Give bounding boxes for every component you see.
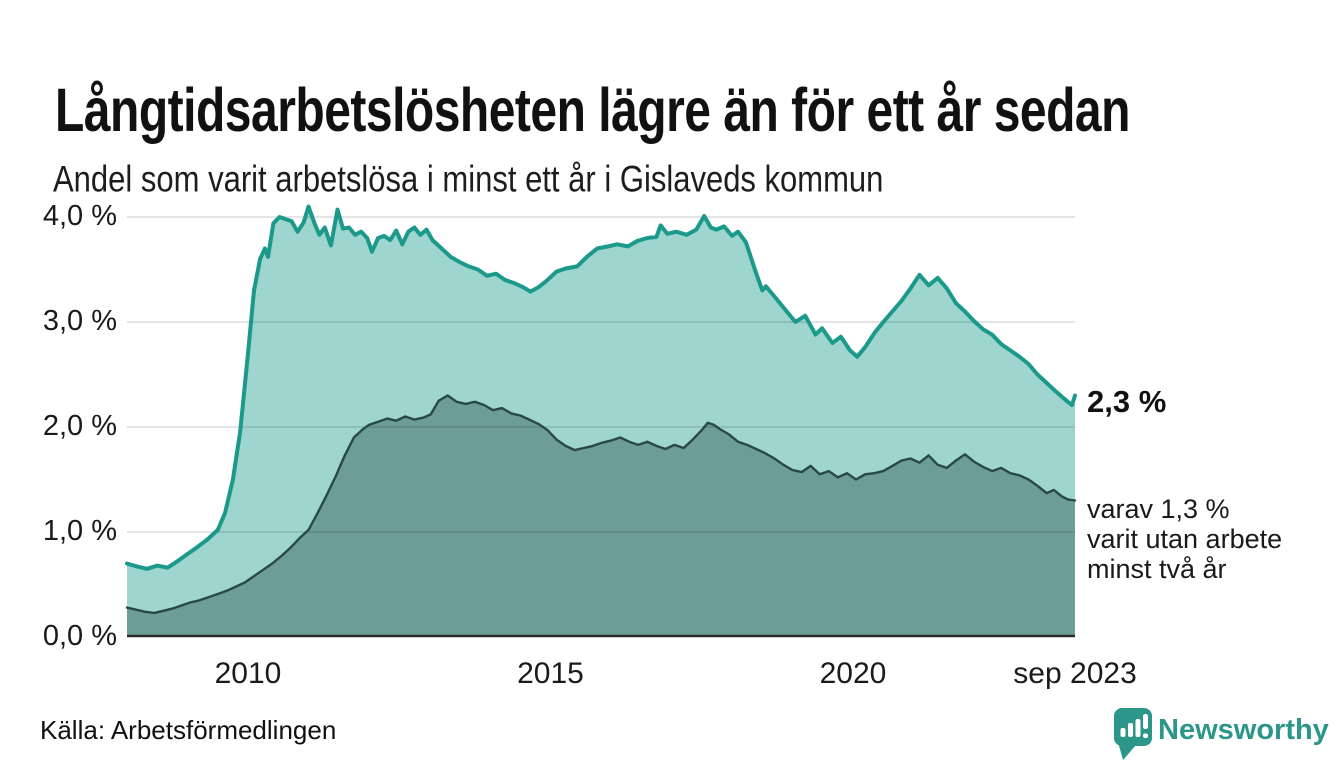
x-tick-label: 2010 [214, 657, 282, 690]
y-tick-label: 1,0 % [42, 514, 117, 547]
x-tick-label: 2020 [819, 657, 887, 690]
two-year-label-line3: minst två år [1087, 554, 1227, 584]
two-year-label-line1: varav 1,3 % [1087, 494, 1230, 524]
y-tick-label: 3,0 % [42, 304, 117, 337]
y-tick-label: 2,0 % [42, 409, 117, 442]
newsworthy-logo: Newsworthy [1112, 706, 1340, 770]
x-tick-label: sep 2023 [1013, 657, 1137, 690]
series-end-label-total: 2,3 % [1087, 384, 1167, 419]
y-tick-label: 4,0 % [42, 199, 117, 232]
newsworthy-wordmark: Newsworthy [1158, 714, 1329, 746]
chart-subtitle: Andel som varit arbetslösa i minst ett å… [53, 158, 884, 200]
series-end-label-two-year: varav 1,3 % varit utan arbete minst två … [1087, 494, 1282, 584]
source-note: Källa: Arbetsförmedlingen [40, 715, 337, 745]
newsworthy-bubble-chart-icon [1114, 708, 1152, 760]
x-tick-label: 2015 [517, 657, 584, 690]
y-tick-label: 0,0 % [42, 619, 117, 652]
two-year-label-line2: varit utan arbete [1087, 524, 1283, 554]
chart-title: Långtidsarbetslösheten lägre än för ett … [55, 77, 1130, 146]
